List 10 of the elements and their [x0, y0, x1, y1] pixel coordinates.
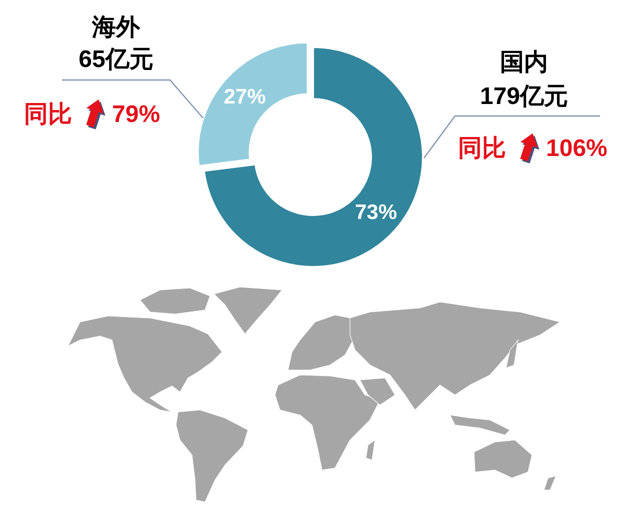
text: 106%	[546, 135, 608, 162]
text: 65亿元	[78, 46, 154, 73]
slice-label: 国内	[500, 49, 548, 76]
data-label: 73%	[354, 201, 398, 224]
data-label: 27%	[224, 85, 266, 108]
text: 同比	[458, 135, 506, 162]
text: 179亿元	[480, 83, 568, 110]
slice-label: 海外	[91, 14, 141, 41]
text: 79%	[112, 101, 160, 128]
text: 同比	[24, 101, 72, 128]
